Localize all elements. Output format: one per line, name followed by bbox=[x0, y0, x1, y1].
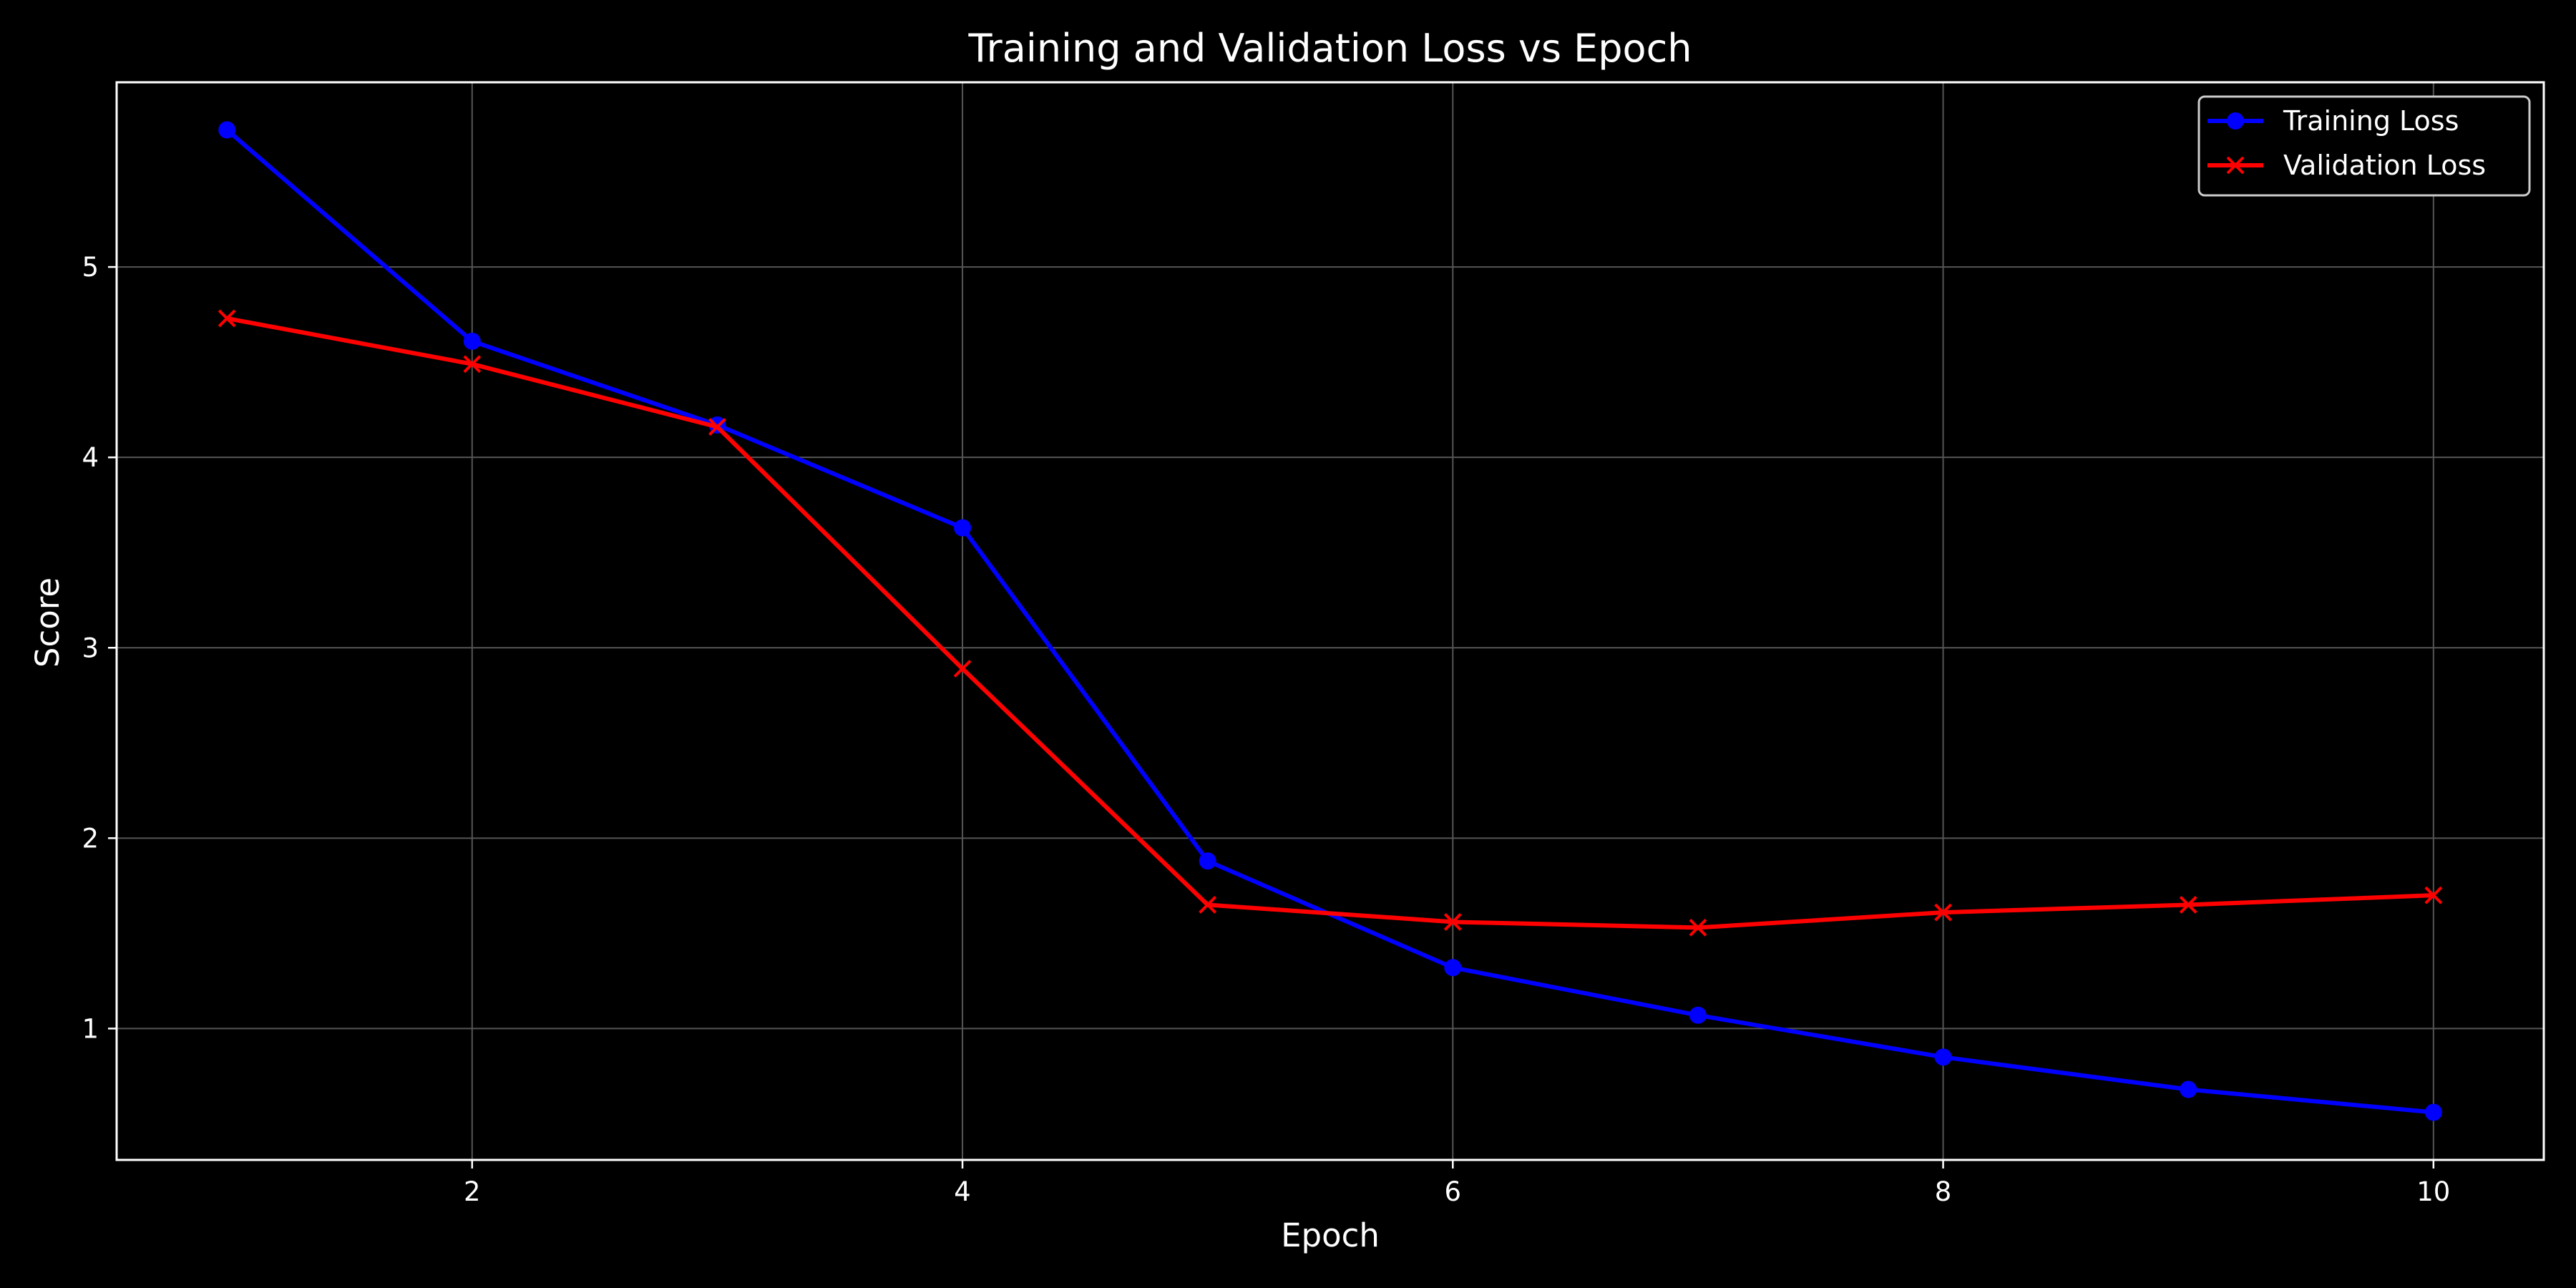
x-tick-label: 4 bbox=[954, 1176, 971, 1207]
y-axis-label: Score bbox=[29, 577, 67, 668]
legend-item-validation-loss: Validation Loss bbox=[2207, 150, 2486, 181]
validation-loss-point bbox=[2179, 896, 2197, 914]
training-loss-point bbox=[1199, 852, 1216, 870]
y-tick-label: 1 bbox=[82, 1013, 99, 1044]
y-tick-label: 3 bbox=[82, 633, 99, 663]
y-tick-label: 2 bbox=[82, 823, 99, 854]
legend-label: Validation Loss bbox=[2283, 150, 2486, 181]
validation-loss-point bbox=[1199, 896, 1217, 914]
training-loss-point bbox=[954, 519, 972, 537]
training-loss-point bbox=[463, 332, 481, 350]
training-loss-point bbox=[1444, 959, 1462, 977]
x-axis-label: Epoch bbox=[1281, 1216, 1380, 1254]
training-loss-point bbox=[1934, 1048, 1952, 1066]
legend-box bbox=[2197, 95, 2531, 197]
legend-marker bbox=[2226, 156, 2245, 175]
validation-loss-point bbox=[1443, 912, 1462, 931]
chart-title: Training and Validation Loss vs Epoch bbox=[967, 26, 1692, 71]
validation-loss-point bbox=[708, 418, 726, 436]
x-tick-label: 10 bbox=[2416, 1176, 2450, 1207]
x-tick-label: 2 bbox=[464, 1176, 481, 1207]
grid-lines bbox=[117, 82, 2544, 1160]
validation-loss-point bbox=[953, 660, 972, 678]
validation-loss-point bbox=[463, 355, 482, 374]
x-tick-label: 8 bbox=[1935, 1176, 1952, 1207]
training-loss-point bbox=[2424, 1103, 2442, 1121]
validation-loss-series bbox=[218, 309, 2443, 937]
training-loss-point bbox=[218, 121, 236, 139]
y-tick-label: 4 bbox=[82, 442, 99, 473]
x-tick-label: 6 bbox=[1445, 1176, 1462, 1207]
validation-loss-point bbox=[218, 309, 236, 328]
y-tick-label: 5 bbox=[82, 252, 99, 283]
training-loss-point bbox=[1689, 1006, 1707, 1024]
validation-loss-point bbox=[2424, 886, 2443, 904]
legend-marker bbox=[2227, 112, 2244, 130]
legend-label: Training Loss bbox=[2283, 105, 2459, 137]
training-loss-point bbox=[2180, 1080, 2197, 1098]
legend-item-training-loss: Training Loss bbox=[2207, 105, 2459, 137]
validation-loss-point bbox=[1934, 903, 1952, 922]
legend: Training Loss Validation Loss bbox=[2197, 95, 2531, 197]
series-layer bbox=[218, 121, 2443, 1121]
validation-loss-line bbox=[226, 316, 2434, 930]
validation-loss-point bbox=[1689, 918, 1707, 937]
axes-frame bbox=[115, 81, 2545, 1161]
